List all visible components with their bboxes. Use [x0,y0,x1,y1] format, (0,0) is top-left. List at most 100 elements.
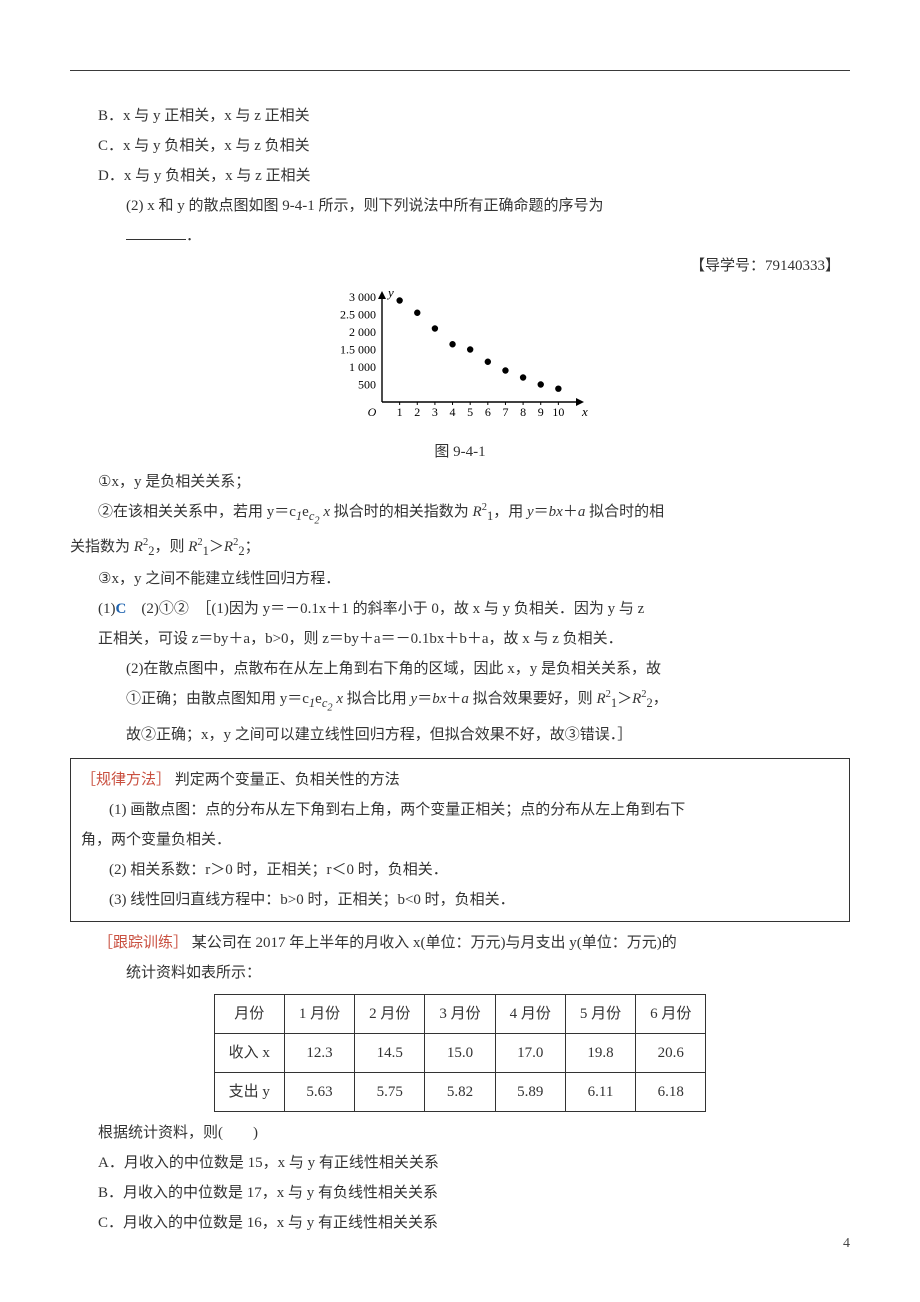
table-cell: 12.3 [284,1033,354,1072]
table-cell: 5.75 [355,1072,425,1111]
table-row: 收入 x12.314.515.017.019.820.6 [214,1033,706,1072]
table-header-cell: 2 月份 [355,994,425,1033]
rule-1: (1) 画散点图：点的分布从左下角到右上角，两个变量正相关；点的分布从左上角到右… [81,795,839,825]
rule-2: (2) 相关系数：r＞0 时，正相关；r＜0 时，负相关． [81,855,839,885]
s2e: 关指数为 R22，则 R21＞R22； [70,539,260,555]
follow-line2: 统计资料如表所示： [70,958,850,988]
table-cell: 5.63 [284,1072,354,1111]
tail-q-text: 根据统计资料，则( ) [98,1125,258,1141]
blank-line: ． [70,221,850,251]
rule-1-text: (1) 画散点图：点的分布从左下角到右上角，两个变量正相关；点的分布从左上角到右… [109,802,685,818]
answer-p2a: (2)在散点图中，点散布在从左上角到右下角的区域，因此 x，y 是负相关关系，故 [70,654,850,684]
follow-text2: 统计资料如表所示： [126,965,261,981]
table-cell: 5.82 [425,1072,495,1111]
table-cell: 6.18 [636,1072,706,1111]
top-rule [70,70,850,71]
svg-text:6: 6 [485,405,491,419]
rule-2-text: (2) 相关系数：r＞0 时，正相关；r＜0 时，负相关． [109,862,448,878]
scatter-plot: 5001 0001.5 0002 0002.5 0003 00012345678… [330,289,590,424]
answer-p2a-text: (2)在散点图中，点散布在从左上角到右下角的区域，因此 x，y 是负相关关系，故 [126,661,661,677]
figure-caption-text: 图 9-4-1 [434,444,485,460]
statement-2-line1: ②在该相关关系中，若用 y＝c1ec2 x 拟合时的相关指数为 R21，用 y＝… [70,497,850,532]
table-row-label: 支出 y [214,1072,284,1111]
answer-p2g-text: 故②正确；x，y 之间可以建立线性回归方程，但拟合效果不好，故③错误．］ [126,727,632,743]
reference-text: 【导学号：79140333】 [690,258,840,274]
statement-3: ③x，y 之间不能建立线性回归方程． [70,564,850,594]
svg-text:9: 9 [538,405,544,419]
option-B-text: B．x 与 y 正相关，x 与 z 正相关 [98,108,310,124]
tail-B-text: B．月收入的中位数是 17，x 与 y 有负线性相关关系 [98,1185,438,1201]
ap2d: x 拟合比用 y＝bx＋a 拟合效果要好，则 R21＞R22， [333,691,668,707]
svg-text:10: 10 [552,405,564,419]
svg-text:3 000: 3 000 [349,290,376,304]
svg-text:4: 4 [450,405,456,419]
s2b: e [302,504,309,520]
svg-text:2 000: 2 000 [349,325,376,339]
answer-p2b: ①正确；由散点图知用 y＝c1ec2 x 拟合比用 y＝bx＋a 拟合效果要好，… [70,684,850,719]
table-cell: 6.11 [565,1072,635,1111]
svg-text:1.5 000: 1.5 000 [340,343,376,357]
table-cell: 19.8 [565,1033,635,1072]
svg-text:x: x [581,404,588,419]
table-cell: 17.0 [495,1033,565,1072]
blank-period: ． [186,228,201,244]
question-2-text: (2) x 和 y 的散点图如图 9-4-1 所示，则下列说法中所有正确命题的序… [126,198,603,214]
table-header-row: 月份1 月份2 月份3 月份4 月份5 月份6 月份 [214,994,706,1033]
svg-text:3: 3 [432,405,438,419]
svg-text:2.5 000: 2.5 000 [340,308,376,322]
s2-c2: c2 [309,504,320,520]
question-2: (2) x 和 y 的散点图如图 9-4-1 所示，则下列说法中所有正确命题的序… [70,191,850,221]
option-C-text: C．x 与 y 负相关，x 与 z 负相关 [98,138,310,154]
svg-text:1 000: 1 000 [349,360,376,374]
statement-2-line2: 关指数为 R22，则 R21＞R22； [70,532,850,564]
follow-label: ［跟踪训练］ [98,935,188,951]
scatter-plot-container: 5001 0001.5 0002 0002.5 0003 00012345678… [70,289,850,435]
svg-text:7: 7 [502,405,508,419]
tail-option-B: B．月收入的中位数是 17，x 与 y 有负线性相关关系 [70,1178,850,1208]
rule-3: (3) 线性回归直线方程中：b>0 时，正相关；b<0 时，负相关． [81,885,839,915]
svg-text:500: 500 [358,378,376,392]
data-table: 月份1 月份2 月份3 月份4 月份5 月份6 月份 收入 x12.314.51… [214,994,707,1112]
table-header-cell: 1 月份 [284,994,354,1033]
option-B: B．x 与 y 正相关，x 与 z 正相关 [70,101,850,131]
tail-C-text: C．月收入的中位数是 16，x 与 y 有正线性相关关系 [98,1215,438,1231]
s2a: ②在该相关关系中，若用 y＝c [98,504,296,520]
page-number: 4 [843,1230,850,1258]
option-C: C．x 与 y 负相关，x 与 z 负相关 [70,131,850,161]
table-row: 支出 y5.635.755.825.896.116.18 [214,1072,706,1111]
table-row-label: 收入 x [214,1033,284,1072]
table-cell: 20.6 [636,1033,706,1072]
statement-1: ①x，y 是负相关关系； [70,467,850,497]
follow-line1: ［跟踪训练］ 某公司在 2017 年上半年的月收入 x(单位：万元)与月支出 y… [70,928,850,958]
page-number-text: 4 [843,1236,850,1251]
reference-number: 【导学号：79140333】 [70,251,850,281]
answer-l2: 正相关，可设 z＝by＋a，b>0，则 z＝by＋a＝－0.1bx＋b＋a，故 … [98,631,623,647]
tail-question: 根据统计资料，则( ) [70,1118,850,1148]
table-header-cell: 5 月份 [565,994,635,1033]
figure-caption: 图 9-4-1 [70,437,850,467]
tail-A-text: A．月收入的中位数是 15，x 与 y 有正线性相关关系 [98,1155,439,1171]
ap2c: e [315,691,322,707]
s2c: 拟合时的相关指数为 R21，用 y＝bx＋a 拟合时的相 [330,504,664,520]
table-header-cell: 月份 [214,994,284,1033]
svg-text:8: 8 [520,405,526,419]
rule-3-text: (3) 线性回归直线方程中：b>0 时，正相关；b<0 时，负相关． [109,892,515,908]
tail-option-A: A．月收入的中位数是 15，x 与 y 有正线性相关关系 [70,1148,850,1178]
answer-C: C [116,601,127,617]
table-cell: 14.5 [355,1033,425,1072]
answer-blank [126,221,186,240]
rule-title-line: ［规律方法］ 判定两个变量正、负相关性的方法 [81,765,839,795]
svg-text:O: O [368,405,377,419]
rule-label: ［规律方法］ [81,772,171,788]
svg-text:y: y [386,289,394,300]
answer-head: (1) [98,601,116,617]
rule-title: 判定两个变量正、负相关性的方法 [171,772,400,788]
table-header-cell: 3 月份 [425,994,495,1033]
statement-1-text: ①x，y 是负相关关系； [98,474,250,490]
ap2c-sub: c2 [322,691,333,707]
answer-mid: (2)①② ［(1)因为 y＝－0.1x＋1 的斜率小于 0，故 x 与 y 负… [126,601,644,617]
rule-box: ［规律方法］ 判定两个变量正、负相关性的方法 (1) 画散点图：点的分布从左下角… [70,758,850,922]
table-cell: 15.0 [425,1033,495,1072]
svg-text:5: 5 [467,405,473,419]
tail-option-C: C．月收入的中位数是 16，x 与 y 有正线性相关关系 [70,1208,850,1238]
